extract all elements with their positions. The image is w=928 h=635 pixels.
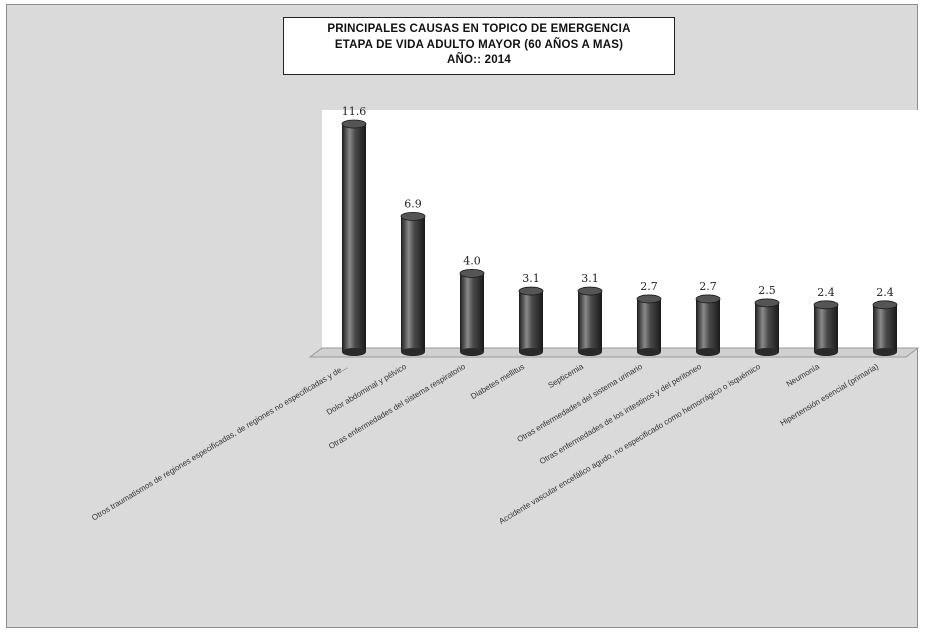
bar-base <box>342 348 366 356</box>
data-label-6: 2.7 <box>640 280 658 293</box>
category-label-5: Septicemia <box>546 362 585 390</box>
bar-top <box>341 119 367 129</box>
data-label-7: 2.7 <box>699 280 717 293</box>
bar-top <box>636 294 662 304</box>
chart-title: PRINCIPALES CAUSAS EN TOPICO DE EMERGENC… <box>283 17 675 75</box>
bar-base <box>873 348 897 356</box>
bar-top <box>400 211 426 221</box>
category-label-9: Neumonía <box>785 362 822 389</box>
data-label-10: 2.4 <box>876 286 894 299</box>
bar-base <box>696 348 720 356</box>
bar-top <box>872 300 898 310</box>
bar-body <box>814 304 838 352</box>
bar-8 <box>754 298 780 356</box>
bar-base <box>637 348 661 356</box>
bar-top <box>813 300 839 310</box>
bar-6 <box>636 294 662 356</box>
bar-base <box>578 348 602 356</box>
bar-body <box>696 298 720 352</box>
bar-top <box>459 268 485 278</box>
bar-top <box>754 298 780 308</box>
bar-body <box>460 273 484 352</box>
bar-7 <box>695 294 721 356</box>
category-label-1: Otros traumatismos de regiones especific… <box>90 362 349 522</box>
data-label-1: 11.6 <box>342 105 367 118</box>
bar-4 <box>518 286 544 356</box>
bar-body <box>637 298 661 352</box>
bar-base <box>401 348 425 356</box>
category-label-10: Hipertensión esencial (primaria) <box>779 362 881 428</box>
bar-top <box>577 286 603 296</box>
bar-body <box>873 304 897 352</box>
bar-body <box>755 302 779 352</box>
data-label-9: 2.4 <box>817 286 835 299</box>
category-label-8: Accidente vascular encefálico agudo, no … <box>497 362 762 526</box>
bar-base <box>460 348 484 356</box>
bar-10 <box>872 300 898 356</box>
data-label-2: 6.9 <box>404 197 422 210</box>
chart-title-line-2: ETAPA DE VIDA ADULTO MAYOR (60 AÑOS A MA… <box>334 38 624 51</box>
bar-top <box>518 286 544 296</box>
bar-base <box>755 348 779 356</box>
bar-2 <box>400 211 426 356</box>
bar-base <box>519 348 543 356</box>
bar-body <box>401 216 425 352</box>
data-label-8: 2.5 <box>758 284 776 297</box>
chart-title-line-3: AÑO:: 2014 <box>447 54 511 66</box>
data-label-4: 3.1 <box>522 272 540 285</box>
bar-body <box>578 291 602 352</box>
bar-1 <box>341 119 367 356</box>
bar-top <box>695 294 721 304</box>
data-label-3: 4.0 <box>463 254 481 267</box>
bar-body <box>342 124 366 352</box>
bar-body <box>519 291 543 352</box>
bar-5 <box>577 286 603 356</box>
data-label-5: 3.1 <box>581 272 599 285</box>
bar-3 <box>459 268 485 356</box>
category-label-6: Otras enfermedades del sistema urinario <box>516 362 645 444</box>
category-label-4: Diabetes mellitus <box>469 362 526 401</box>
bar-9 <box>813 300 839 356</box>
chart-title-line-1: PRINCIPALES CAUSAS EN TOPICO DE EMERGENC… <box>327 23 631 35</box>
bar-base <box>814 348 838 356</box>
